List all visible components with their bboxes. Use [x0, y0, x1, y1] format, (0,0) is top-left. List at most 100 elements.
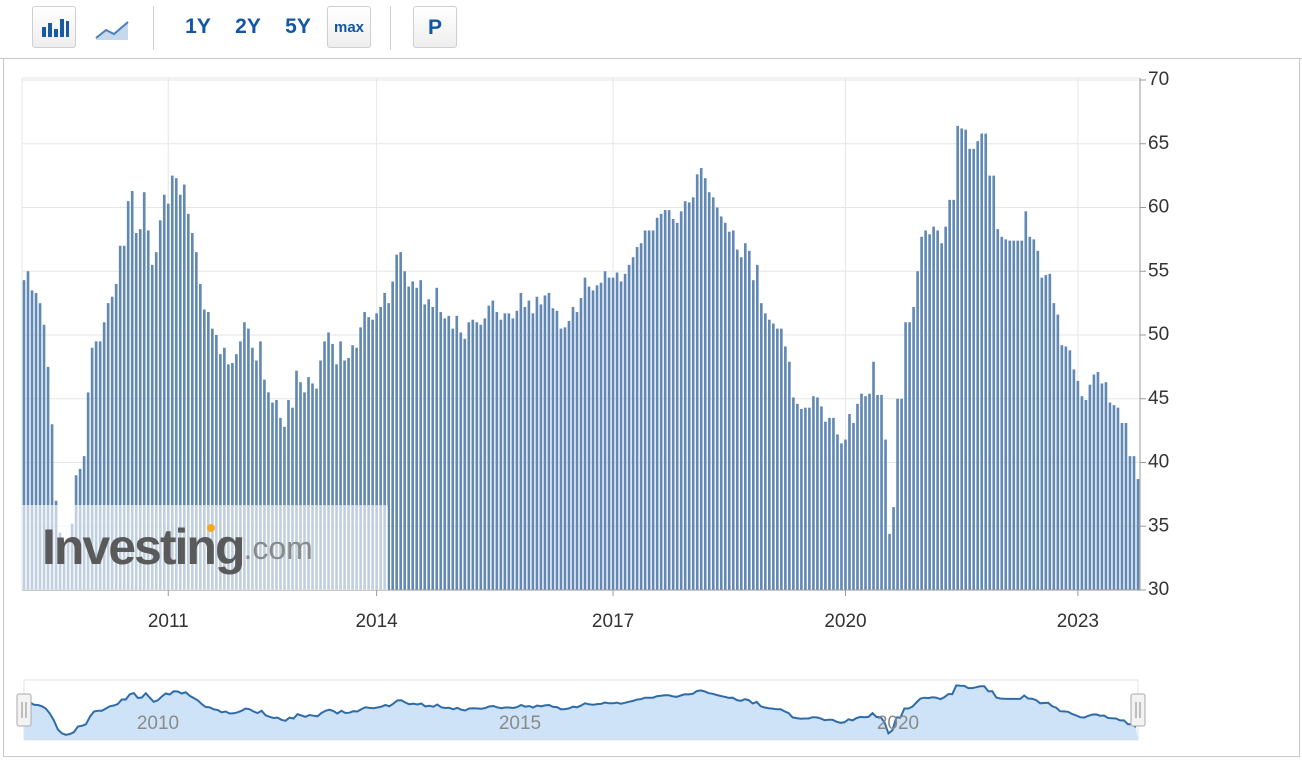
bar: [267, 392, 270, 590]
bar: [643, 230, 647, 590]
bar: [367, 317, 370, 590]
bar: [824, 421, 827, 590]
bar: [311, 383, 314, 590]
bar: [174, 178, 178, 591]
range-button[interactable]: max: [327, 6, 371, 48]
bar: [615, 272, 619, 590]
bar: [1008, 240, 1012, 590]
bar: [235, 354, 238, 590]
watermark-suffix: .com: [243, 530, 312, 566]
bar: [499, 319, 503, 590]
bar: [435, 287, 439, 590]
range-button[interactable]: 2Y: [235, 15, 261, 38]
bar: [659, 213, 663, 590]
bar: [639, 243, 643, 590]
bar: [1064, 346, 1068, 590]
bar: [800, 408, 803, 590]
bar: [739, 257, 743, 590]
bar: [231, 363, 234, 590]
bar: [956, 125, 959, 591]
bar: [1112, 405, 1116, 590]
bar: [1036, 250, 1040, 590]
bar: [26, 271, 30, 590]
bar: [575, 312, 579, 590]
bar: [595, 285, 599, 590]
bar: [904, 322, 907, 590]
bar: [651, 230, 655, 590]
bar: [888, 533, 891, 590]
bar: [551, 308, 555, 590]
bar: [1000, 236, 1004, 590]
bar: [251, 347, 254, 590]
p-button[interactable]: P: [413, 6, 457, 48]
bar: [102, 322, 106, 590]
bar: [764, 313, 767, 590]
bar: [263, 379, 266, 590]
bar: [106, 303, 110, 590]
bar: [223, 347, 226, 590]
bar: [988, 175, 992, 590]
bar: [884, 439, 887, 590]
bar: [603, 271, 607, 590]
bar: [1048, 273, 1052, 590]
bar: [431, 306, 435, 590]
bar: [1080, 396, 1084, 590]
bar: [912, 306, 915, 590]
bar: [375, 313, 378, 590]
range-button[interactable]: 1Y: [185, 15, 211, 38]
navigator-handle: [16, 693, 32, 727]
bar: [42, 324, 46, 590]
x-tick-label: 2014: [355, 611, 398, 632]
bar: [960, 128, 964, 590]
y-tick-label: 60: [1148, 197, 1169, 218]
bar: [134, 233, 138, 590]
bar: [1012, 240, 1016, 590]
bar: [896, 398, 899, 590]
bar: [631, 257, 635, 590]
bar: [475, 322, 479, 590]
bar: [747, 250, 751, 590]
bar: [198, 284, 202, 590]
bar: [1128, 456, 1132, 590]
bar: [715, 207, 719, 590]
bar: [194, 252, 198, 590]
bar: [215, 335, 218, 590]
bar: [695, 174, 699, 590]
bar: [511, 318, 515, 590]
bar: [146, 230, 150, 590]
navigator-label: 2015: [499, 713, 541, 734]
bar: [583, 277, 587, 590]
bar: [976, 141, 980, 590]
bar: [158, 220, 162, 590]
bar: [1040, 277, 1044, 590]
bar: [455, 315, 459, 590]
bar: [876, 394, 879, 590]
bar-chart-button[interactable]: [32, 6, 76, 48]
bar: [339, 341, 342, 590]
bar: [118, 245, 122, 590]
bar: [307, 377, 310, 590]
bar: [1020, 240, 1024, 590]
x-tick-label: 2023: [1057, 611, 1099, 632]
bar: [751, 280, 755, 590]
bar: [467, 322, 471, 590]
bar: [383, 292, 386, 590]
bar: [687, 202, 691, 590]
bar: [351, 345, 354, 590]
line-chart-button[interactable]: [92, 6, 136, 48]
bar: [30, 290, 34, 590]
y-tick-label: 40: [1148, 452, 1169, 473]
bar: [699, 167, 703, 590]
bar: [671, 218, 675, 590]
bar: [828, 417, 831, 590]
bar: [679, 211, 683, 590]
bar: [836, 434, 839, 590]
bar: [447, 315, 451, 590]
bar: [1056, 314, 1060, 590]
bar: [335, 364, 338, 590]
bar: [663, 210, 667, 591]
bar: [491, 300, 495, 590]
range-button[interactable]: 5Y: [285, 15, 311, 38]
bar: [110, 296, 114, 590]
